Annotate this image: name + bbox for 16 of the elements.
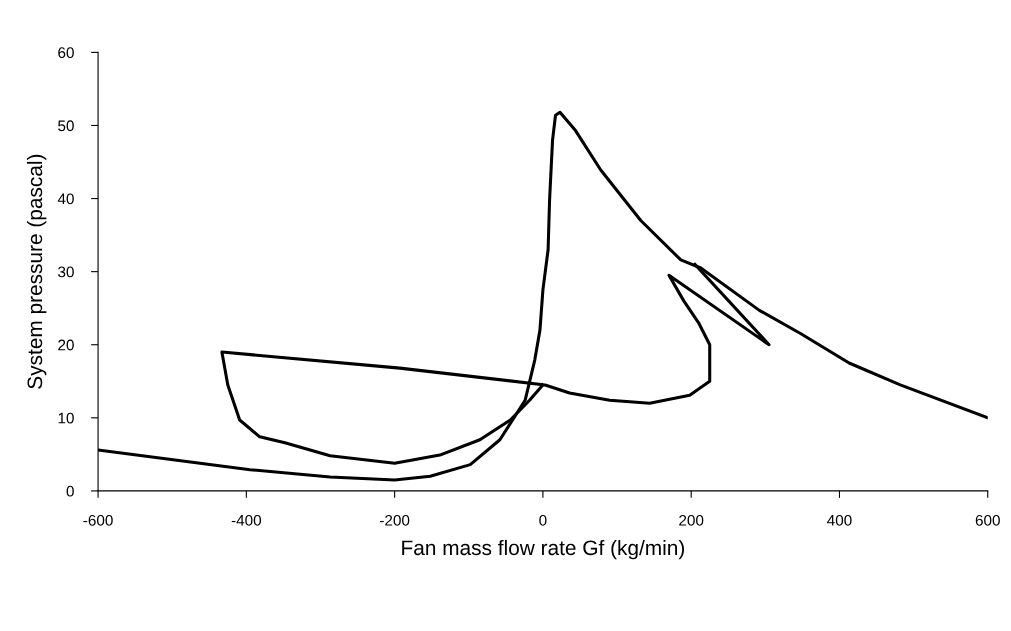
x-tick-label: 600	[975, 514, 1000, 526]
x-tick-label: 400	[827, 514, 852, 526]
y-tick-label: 0	[66, 485, 74, 497]
y-tick-label: 40	[57, 193, 74, 205]
y-tick-label: 50	[58, 120, 74, 132]
x-tick-label: 0	[539, 514, 547, 526]
y-tick-label: 30	[58, 266, 74, 278]
x-tick-label: -200	[380, 514, 410, 526]
x-axis-title: Fan mass flow rate Gf (kg/min)	[402, 539, 685, 560]
x-tick-label: 200	[679, 514, 704, 526]
y-tick-label: 60	[58, 47, 74, 59]
x-tick-label: -600	[83, 514, 113, 526]
x-tick-label: -400	[231, 514, 262, 526]
y-tick-label: 10	[58, 412, 74, 424]
y-tick-label: 20	[58, 339, 74, 351]
y-axis-title: System pressure (pascal)	[26, 154, 47, 389]
